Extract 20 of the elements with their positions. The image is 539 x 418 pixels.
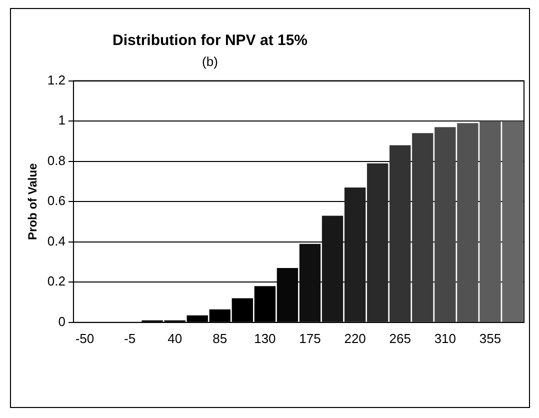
- x-tick-label: 355: [479, 330, 502, 346]
- x-tick-label: 310: [434, 330, 456, 346]
- x-tick-label: 175: [299, 330, 321, 346]
- y-tick-label: 1: [58, 112, 66, 128]
- x-tick-label: 40: [168, 330, 182, 346]
- y-tick-label: 0.4: [47, 233, 66, 248]
- y-axis-title: Prob of Value: [26, 162, 40, 240]
- x-tick-label: 220: [344, 330, 366, 346]
- chart-subtitle: (b): [201, 54, 219, 69]
- x-tick-label: 265: [389, 330, 411, 346]
- x-tick-label: -50: [75, 330, 94, 346]
- x-tick-label: 130: [254, 330, 276, 346]
- y-tick-label: 0: [58, 314, 66, 329]
- y-tick-label: 1.2: [47, 72, 66, 88]
- x-tick-label: 85: [212, 330, 228, 346]
- y-tick-label: 0.6: [47, 193, 66, 208]
- x-tick-label: -5: [124, 330, 136, 346]
- y-tick-label: 0.8: [47, 152, 66, 168]
- chart-title: Distribution for NPV at 15%: [111, 32, 309, 49]
- y-tick-label: 0.2: [47, 274, 66, 289]
